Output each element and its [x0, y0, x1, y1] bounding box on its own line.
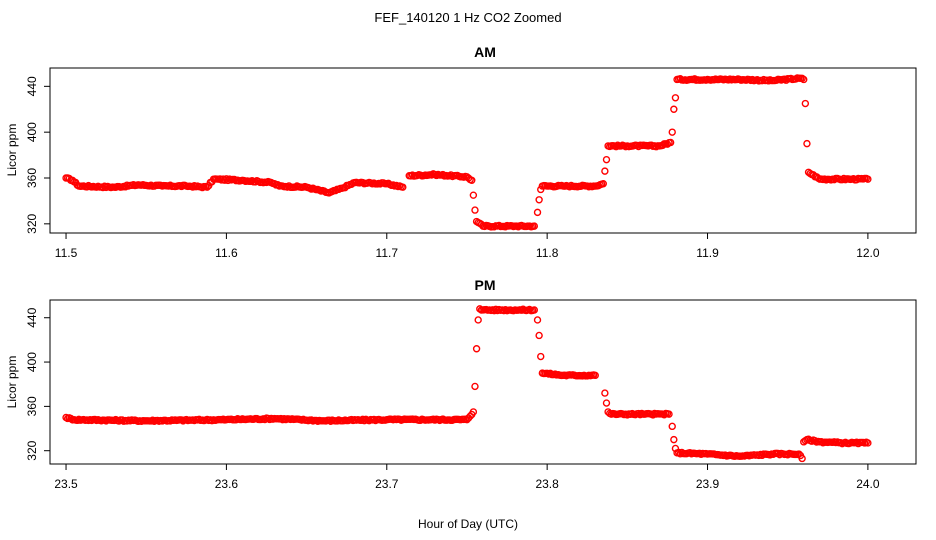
x-tick-label: 23.7 [375, 477, 399, 491]
data-point [535, 331, 543, 340]
data-point [469, 408, 478, 416]
data-point [121, 183, 130, 191]
data-point [471, 206, 479, 214]
data-point [668, 128, 676, 136]
x-tick-label: 12.0 [856, 246, 880, 260]
x-axis: 11.5 11.6 11.7 11.8 11.9 12.0 [55, 233, 880, 260]
data-point [599, 180, 607, 188]
data-point [602, 399, 611, 407]
x-tick-label: 24.0 [856, 477, 880, 491]
data-point [798, 454, 806, 463]
x-tick-label: 23.5 [54, 477, 78, 491]
data-point [864, 175, 872, 183]
x-tick-label: 11.9 [696, 246, 719, 260]
panel-pm: PM Licor ppm 23.5 23.6 23.7 23.8 23.9 24.0 32… [5, 277, 917, 491]
y-tick-label: 320 [25, 214, 39, 234]
y-axis: 320 360 400 440 [25, 76, 50, 234]
x-tick-label: 23.8 [535, 477, 559, 491]
data-point [671, 94, 680, 102]
data-point [535, 196, 543, 204]
x-axis: 23.5 23.6 23.7 23.8 23.9 24.0 [54, 464, 880, 491]
x-tick-label: 23.9 [696, 477, 720, 491]
data-point [666, 138, 675, 147]
data-point [864, 439, 872, 447]
panel-title: AM [474, 44, 496, 60]
x-tick-label: 11.8 [536, 246, 559, 260]
data-point [660, 411, 668, 419]
data-point [399, 183, 407, 191]
y-tick-label: 360 [25, 168, 39, 188]
data-point [601, 167, 609, 175]
plot-frame [49, 67, 917, 234]
data-point [274, 181, 282, 189]
data-point [602, 155, 611, 164]
x-tick-label: 11.7 [376, 246, 399, 260]
figure-title: FEF_140120 1 Hz CO2 Zoomed [374, 10, 561, 25]
data-point [800, 75, 808, 84]
y-axis-label: Licor ppm [5, 124, 19, 177]
data-point [801, 99, 810, 108]
data-point [591, 371, 599, 380]
y-axis: 320 360 400 440 [25, 307, 50, 461]
x-tick-label: 11.5 [55, 246, 78, 260]
data-point [803, 139, 811, 148]
data-point [471, 382, 479, 391]
data-point [530, 306, 539, 314]
x-axis-label: Hour of Day (UTC) [418, 517, 518, 531]
x-tick-label: 23.6 [215, 477, 239, 491]
y-tick-label: 400 [25, 352, 39, 372]
y-tick-label: 440 [25, 307, 39, 327]
x-tick-label: 11.6 [215, 246, 238, 260]
data-point [468, 176, 476, 184]
y-tick-label: 320 [25, 440, 39, 460]
data-point [612, 142, 620, 151]
data-point [533, 316, 542, 324]
data-point [474, 316, 482, 324]
y-tick-label: 440 [25, 76, 39, 96]
plot-frame [49, 299, 917, 465]
data-point [668, 422, 676, 431]
y-tick-label: 360 [25, 396, 39, 416]
data-point [670, 105, 678, 113]
data-point [530, 222, 539, 230]
data-point [525, 305, 534, 314]
y-tick-label: 400 [25, 122, 39, 142]
data-points [62, 74, 872, 231]
y-axis-label: Licor ppm [5, 356, 19, 409]
data-point [665, 410, 673, 418]
data-point [670, 435, 678, 444]
data-point [601, 389, 609, 397]
data-points [62, 305, 872, 463]
data-point [469, 191, 478, 199]
panel-am: AM Licor ppm 11.5 11.6 11.7 11.8 11.9 12.0 32… [5, 44, 917, 260]
data-point [537, 352, 545, 361]
data-point [472, 345, 481, 353]
panel-title: PM [475, 277, 496, 293]
data-point [533, 208, 542, 217]
